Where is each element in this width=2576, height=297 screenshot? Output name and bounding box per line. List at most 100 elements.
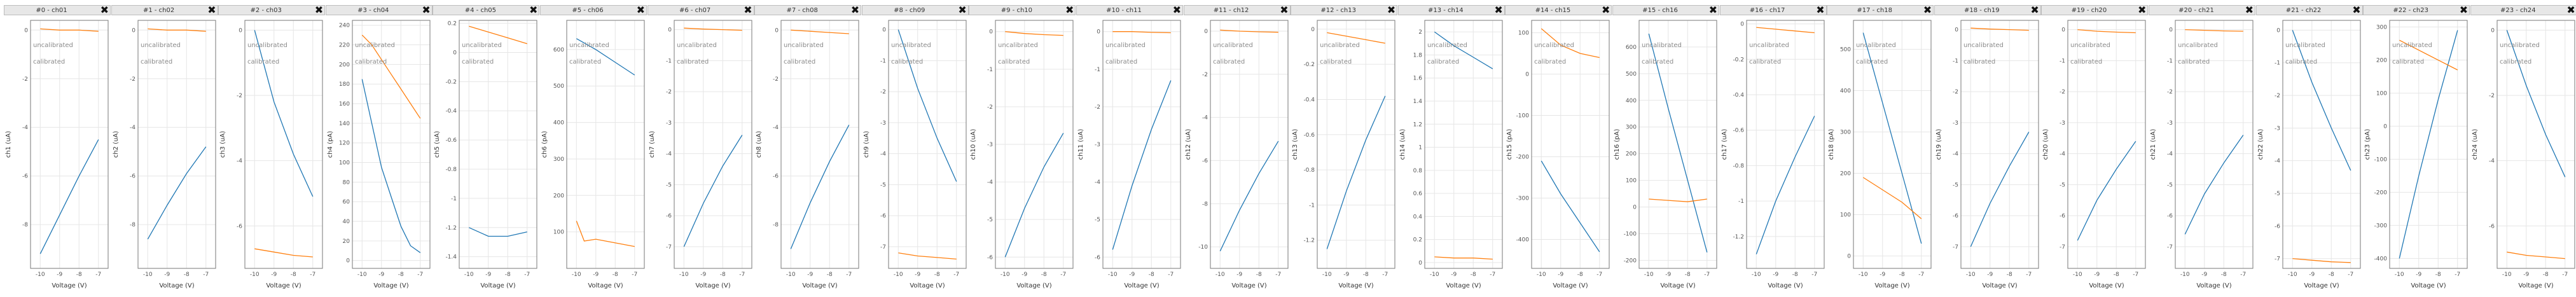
- y-tick-label: 300: [1840, 130, 1851, 136]
- legend-label: calibrated: [1856, 59, 1888, 66]
- legend-label: calibrated: [2285, 59, 2317, 66]
- x-tick-label: -7: [2348, 272, 2353, 278]
- y-tick-label: 40: [342, 219, 350, 225]
- uncalibrated-series-line: [1862, 32, 1922, 244]
- plot-frame: [1424, 20, 1503, 269]
- close-icon[interactable]: ✖: [1065, 4, 1074, 16]
- close-icon[interactable]: ✖: [2030, 4, 2039, 16]
- close-icon[interactable]: ✖: [1708, 4, 1717, 16]
- uncalibrated-series-line: [469, 227, 528, 237]
- close-icon[interactable]: ✖: [636, 4, 645, 16]
- y-tick-label: 160: [339, 101, 350, 107]
- line-chart: -1.4 -1.2 -1 -0.8 -0.6 -0.4 -0.2 0 0.2 -10 -9 -8 -7 V…: [434, 20, 537, 289]
- x-axis-label: Voltage (V): [1017, 282, 1052, 289]
- close-icon[interactable]: ✖: [2566, 4, 2575, 16]
- close-icon[interactable]: ✖: [1387, 4, 1396, 16]
- uncalibrated-series-line: [897, 29, 957, 182]
- y-tick-label: 60: [342, 199, 350, 205]
- x-tick-label: -8: [613, 272, 618, 278]
- plot-frame: [352, 20, 431, 269]
- close-icon[interactable]: ✖: [1494, 4, 1503, 16]
- close-icon[interactable]: ✖: [2352, 4, 2361, 16]
- close-icon[interactable]: ✖: [2459, 4, 2469, 16]
- close-icon[interactable]: ✖: [958, 4, 967, 16]
- plot-frame: [2067, 20, 2146, 269]
- y-tick-label: -0.8: [446, 167, 457, 173]
- x-tick-label: -9: [164, 272, 170, 278]
- line-chart: -1.2 -1 -0.8 -0.6 -0.4 -0.2 0 -10 -9 -8 -7 Voltage …: [1292, 20, 1395, 289]
- x-tick-label: -10: [894, 272, 903, 278]
- y-tick-label: -8: [1202, 201, 1208, 207]
- legend-label: calibrated: [784, 59, 815, 66]
- y-tick-label: -2: [22, 76, 28, 83]
- y-axis-label: ch1 (uA): [5, 131, 12, 158]
- close-icon[interactable]: ✖: [1923, 4, 1932, 16]
- uncalibrated-series-line: [254, 30, 314, 197]
- close-icon[interactable]: ✖: [2245, 4, 2254, 16]
- x-tick-label: -8: [2435, 272, 2441, 278]
- y-tick-label: -2: [2060, 89, 2065, 95]
- close-icon[interactable]: ✖: [422, 4, 431, 16]
- y-tick-label: 0: [1204, 29, 1208, 35]
- uncalibrated-series-line: [1219, 141, 1278, 252]
- y-tick-label: 100: [1518, 31, 1529, 37]
- close-icon[interactable]: ✖: [207, 4, 216, 16]
- close-icon[interactable]: ✖: [1280, 4, 1289, 16]
- y-tick-label: 0: [2062, 27, 2066, 34]
- y-tick-label: -1: [2275, 60, 2280, 67]
- plot-frame: [2496, 20, 2575, 269]
- close-icon[interactable]: ✖: [2137, 4, 2147, 16]
- close-icon[interactable]: ✖: [850, 4, 860, 16]
- panel-title: #2 - ch03: [250, 7, 282, 14]
- close-icon[interactable]: ✖: [100, 4, 109, 16]
- close-icon[interactable]: ✖: [744, 4, 752, 16]
- y-tick-label: -0.2: [1304, 62, 1315, 68]
- y-tick-label: -3: [1095, 142, 1100, 148]
- y-tick-label: -5: [987, 217, 993, 223]
- y-tick-label: -3: [2060, 120, 2065, 127]
- y-axis-label: ch13 (uA): [1292, 129, 1299, 160]
- y-tick-label: -200: [2374, 190, 2388, 196]
- calibrated-series-line: [1863, 177, 1922, 219]
- y-tick-label: -5: [666, 182, 672, 188]
- close-icon[interactable]: ✖: [1601, 4, 1610, 16]
- line-chart: -200 -100 0 100 200 300 400 500 600 -10 -9 -8 -7 Volt…: [1614, 20, 1717, 289]
- x-tick-label: -8: [1899, 272, 1905, 278]
- channel-plot-panel: #2 - ch03 ✖ -6 -4 -2 0 -10 -9 -8 -7 Voltage (V) ch3…: [218, 4, 326, 291]
- y-tick-label: -100: [1516, 113, 1530, 120]
- close-icon[interactable]: ✖: [314, 4, 324, 16]
- legend-label: uncalibrated: [1749, 42, 1789, 49]
- y-tick-label: -5: [880, 182, 886, 188]
- panel-title: #23 - ch24: [2500, 7, 2536, 14]
- plot-frame: [137, 20, 216, 269]
- panel-title-bar: #18 - ch19 ✖: [1934, 4, 2041, 16]
- channel-plot-panel: #6 - ch07 ✖ -7 -6 -5 -4 -3 -2 -1 0 -10 -9 -8 -7 Voltag…: [647, 4, 754, 291]
- panel-title: #4 - ch05: [464, 7, 497, 14]
- x-axis-label: Voltage (V): [373, 282, 408, 289]
- y-tick-label: 0: [2383, 123, 2387, 130]
- uncalibrated-series-line: [1434, 31, 1493, 69]
- x-tick-label: -7: [1382, 272, 1388, 278]
- x-tick-label: -8: [1363, 272, 1369, 278]
- panel-title-bar: #12 - ch13 ✖: [1291, 4, 1398, 16]
- y-tick-label: -4: [773, 125, 779, 131]
- legend-label: calibrated: [33, 59, 65, 66]
- plot-frame: [1853, 20, 1932, 269]
- calibrated-series-line: [361, 34, 421, 119]
- close-icon[interactable]: ✖: [529, 4, 538, 16]
- x-tick-label: -9: [807, 272, 813, 278]
- x-tick-label: -7: [1811, 272, 1817, 278]
- y-axis-label: ch19 (uA): [1935, 129, 1942, 160]
- legend-label: calibrated: [891, 59, 923, 66]
- x-tick-label: -8: [2221, 272, 2227, 278]
- x-tick-label: -7: [739, 272, 745, 278]
- x-axis-label: Voltage (V): [2518, 282, 2553, 289]
- x-tick-label: -7: [525, 272, 530, 278]
- panel-title-bar: #14 - ch15 ✖: [1505, 4, 1612, 16]
- close-icon[interactable]: ✖: [1172, 4, 1181, 16]
- close-icon[interactable]: ✖: [1816, 4, 1825, 16]
- x-tick-label: -8: [1792, 272, 1797, 278]
- panel-title-bar: #7 - ch08 ✖: [754, 4, 862, 16]
